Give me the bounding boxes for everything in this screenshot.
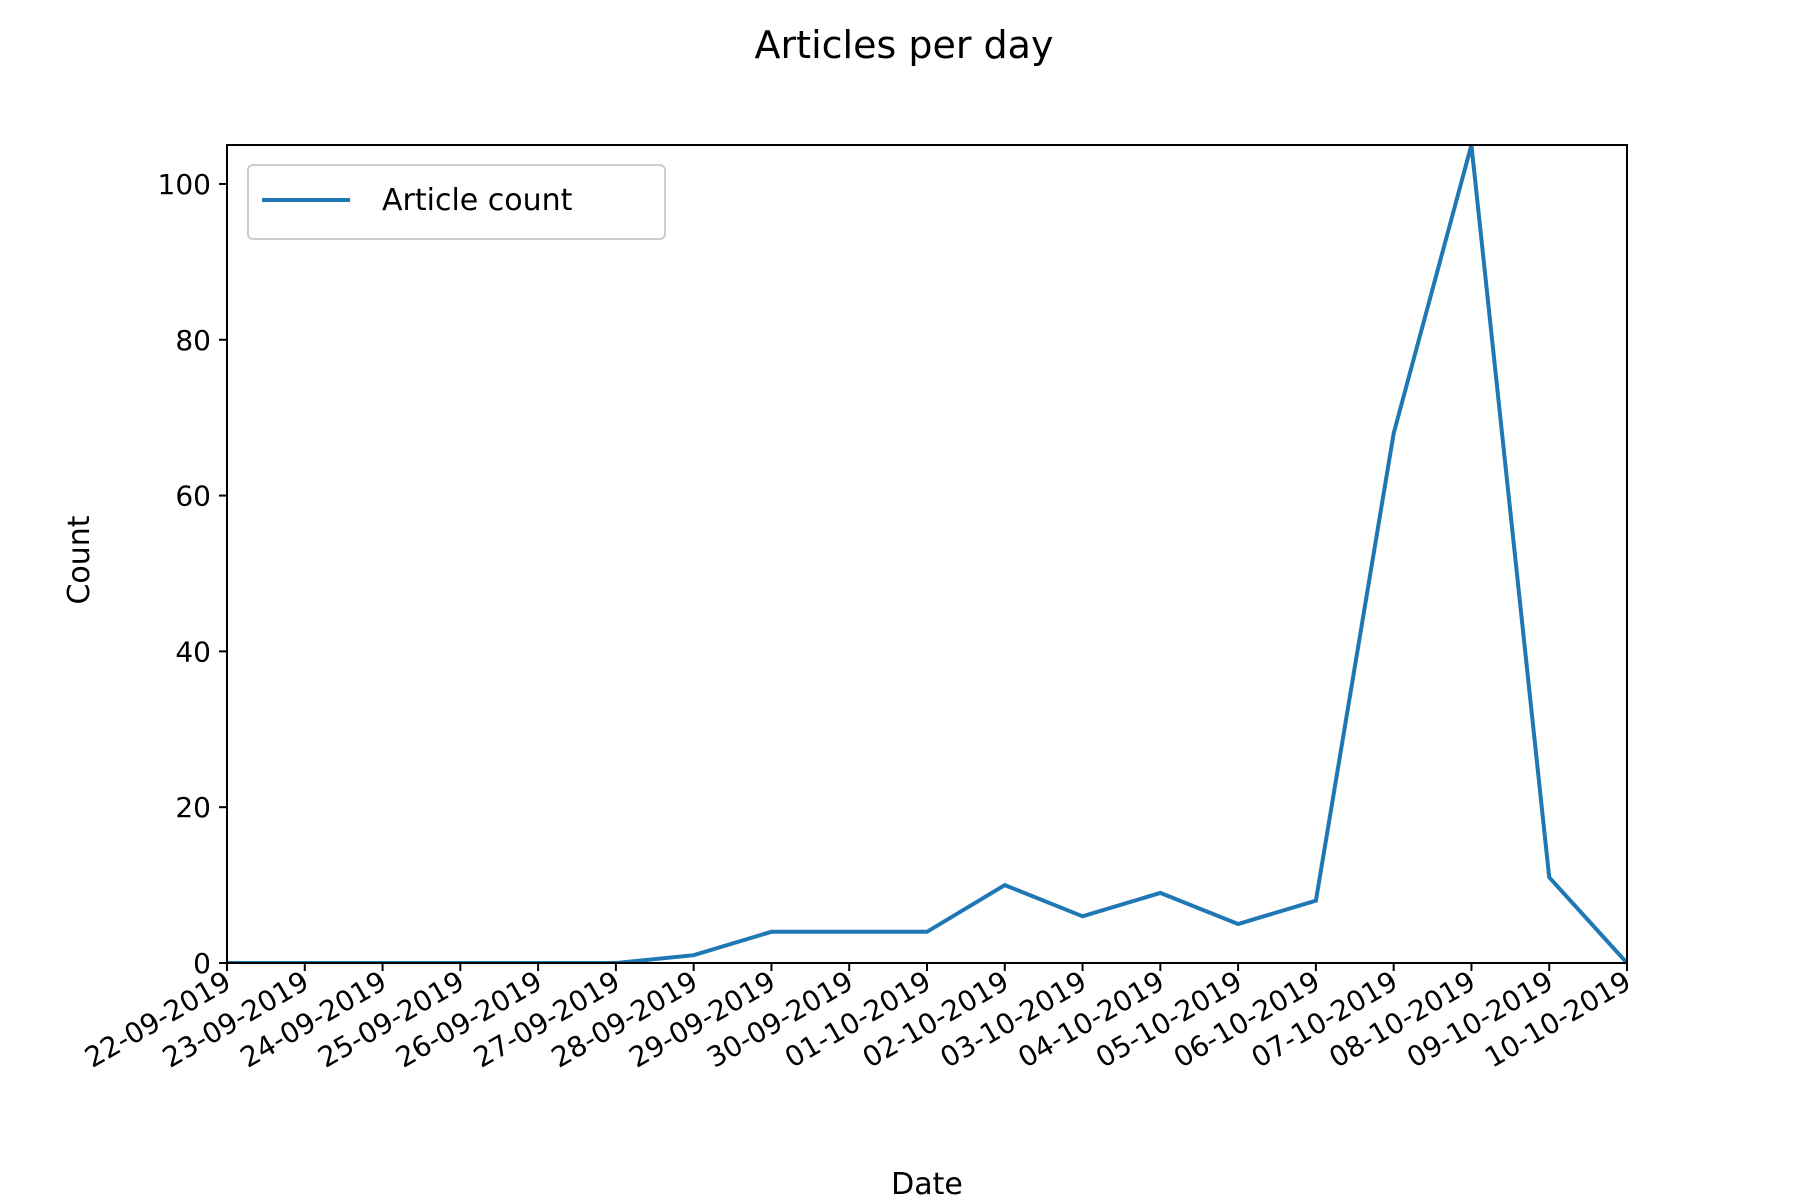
chart-title: Articles per day (755, 23, 1054, 67)
legend-label: Article count (382, 183, 573, 218)
y-tick-label: 100 (158, 168, 211, 201)
y-tick-label: 40 (175, 635, 211, 668)
y-tick-label: 60 (175, 480, 211, 513)
y-tick-label: 20 (175, 791, 211, 824)
y-tick-label: 80 (175, 324, 211, 357)
y-axis-label: Count (62, 515, 97, 604)
x-axis-label: Date (891, 1167, 963, 1200)
y-tick-label: 0 (193, 947, 211, 980)
series-line (227, 145, 1627, 963)
plot-frame (226, 144, 1628, 964)
legend-box (247, 164, 666, 240)
